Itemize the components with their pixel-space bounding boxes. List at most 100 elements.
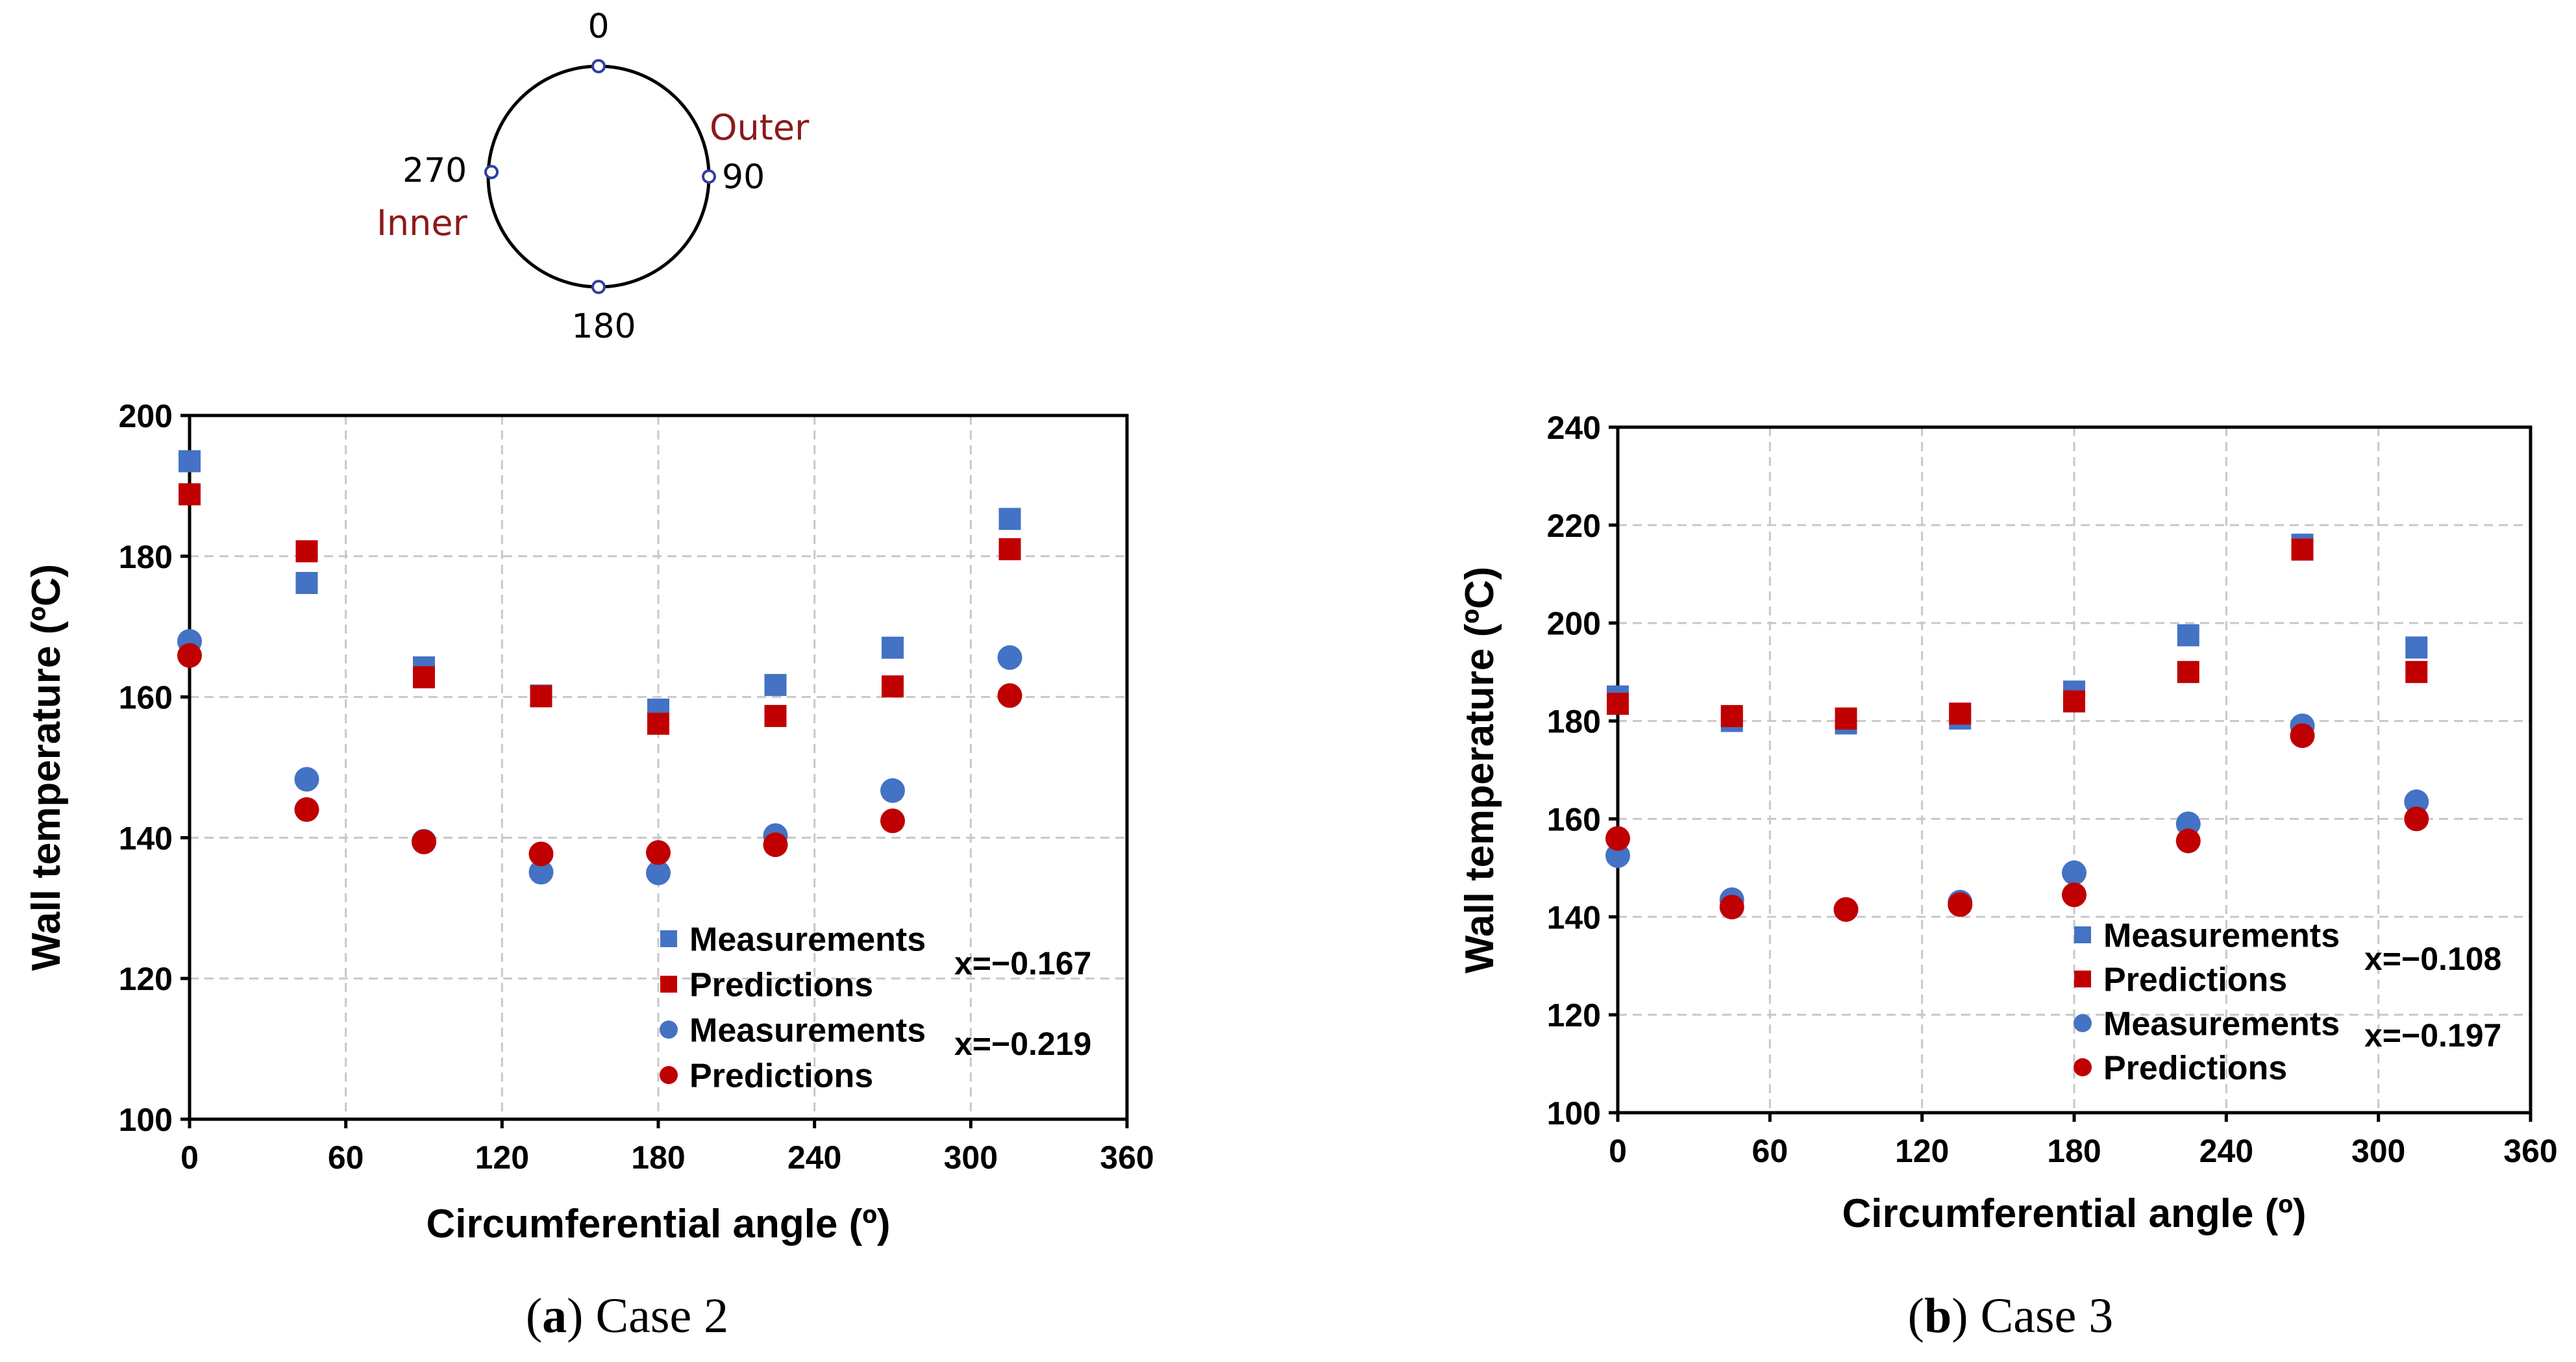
data-point-circle bbox=[2175, 811, 2201, 836]
data-point-square bbox=[530, 685, 552, 708]
series-2 bbox=[179, 483, 1021, 735]
data-point-circle bbox=[2404, 806, 2429, 832]
annotation-label: x=−0.167 bbox=[954, 945, 1091, 982]
data-point-circle bbox=[294, 767, 319, 792]
legend-label: Measurements bbox=[2103, 917, 2340, 955]
x-tick-label: 240 bbox=[787, 1139, 841, 1176]
data-point-square bbox=[179, 450, 201, 473]
series-4 bbox=[177, 643, 1022, 867]
y-tick-label: 140 bbox=[1547, 899, 1601, 935]
data-point-circle bbox=[1948, 892, 1973, 917]
caption-a: (a) Case 2 bbox=[526, 1289, 728, 1343]
x-tick-label: 180 bbox=[2047, 1133, 2101, 1169]
data-point-circle bbox=[528, 860, 554, 885]
chart-case-3: 100 120 140 160 180 200 220 240 0 60 120 180 240 300 3… bbox=[1457, 410, 2558, 1236]
x-tick-label: 240 bbox=[2199, 1133, 2253, 1169]
series-3 bbox=[177, 628, 1022, 885]
y-axis-label: Wall temperature (ºC) bbox=[24, 564, 69, 971]
caption-a-text: Case 2 bbox=[583, 1289, 728, 1343]
data-point-circle bbox=[1833, 897, 1859, 922]
x-tick-label: 300 bbox=[944, 1139, 998, 1176]
data-point-square bbox=[295, 540, 318, 563]
legend-marker-square bbox=[2074, 926, 2091, 943]
data-point-square bbox=[1835, 707, 1857, 730]
y-tick-label: 120 bbox=[119, 961, 173, 997]
legend-marker-square bbox=[660, 930, 677, 947]
legend-marker-circle bbox=[660, 1066, 678, 1084]
y-tick-label: 160 bbox=[119, 680, 173, 716]
x-tick-label: 360 bbox=[2503, 1133, 2557, 1169]
x-tick-label: 0 bbox=[180, 1139, 199, 1176]
data-point-square bbox=[764, 704, 787, 727]
y-tick-label: 100 bbox=[119, 1102, 173, 1138]
angle-label-180: 180 bbox=[571, 307, 636, 346]
inner-label: Inner bbox=[377, 203, 468, 243]
x-tick-label: 180 bbox=[631, 1139, 685, 1176]
data-point-square bbox=[2063, 690, 2085, 713]
x-tick-label: 300 bbox=[2351, 1133, 2405, 1169]
legend-label: Predictions bbox=[689, 967, 873, 1004]
angle-label-90: 90 bbox=[722, 158, 765, 197]
series-1 bbox=[1607, 534, 2428, 735]
annotation-label: x=−0.108 bbox=[2364, 941, 2501, 977]
data-point-circle bbox=[1719, 895, 1744, 920]
marker-180 bbox=[591, 280, 606, 294]
legend-marker-square bbox=[660, 976, 677, 993]
data-point-circle bbox=[880, 778, 905, 803]
data-point-square bbox=[2405, 636, 2428, 659]
y-tick-label: 120 bbox=[1547, 997, 1601, 1034]
caption-b-letter: b bbox=[1924, 1289, 1951, 1343]
x-tick-label: 60 bbox=[1752, 1133, 1789, 1169]
data-point-circle bbox=[1605, 843, 1630, 868]
gridlines bbox=[1618, 427, 2531, 1113]
x-tick-label: 0 bbox=[1609, 1133, 1627, 1169]
legend-label: Predictions bbox=[689, 1058, 873, 1095]
legend-label: Measurements bbox=[2103, 1006, 2340, 1043]
data-point-circle bbox=[528, 841, 554, 867]
legend-marker-circle bbox=[2074, 1014, 2092, 1032]
legend-label: Measurements bbox=[689, 921, 926, 959]
x-axis-label: Circumferential angle (º) bbox=[426, 1202, 890, 1246]
legend: Measurements Predictions Measurements Predi… bbox=[2074, 917, 2340, 1087]
y-tick-label: 240 bbox=[1547, 410, 1601, 446]
data-point-square bbox=[2291, 538, 2314, 561]
x-tick-label: 120 bbox=[475, 1139, 529, 1176]
data-point-circle bbox=[763, 832, 788, 858]
y-tick-label: 220 bbox=[1547, 508, 1601, 544]
data-point-square bbox=[998, 508, 1021, 530]
y-tick-label: 200 bbox=[1547, 606, 1601, 642]
data-point-circle bbox=[2062, 860, 2087, 885]
data-point-square bbox=[764, 674, 787, 697]
caption-b-text: Case 3 bbox=[1968, 1289, 2114, 1343]
data-point-circle bbox=[412, 829, 436, 854]
angle-label-270: 270 bbox=[402, 151, 467, 190]
data-point-square bbox=[2177, 624, 2199, 647]
data-point-square bbox=[1949, 702, 1972, 725]
y-tick-label: 140 bbox=[119, 820, 173, 856]
annotation-label: x=−0.219 bbox=[954, 1026, 1091, 1062]
gridlines bbox=[190, 415, 1127, 1119]
y-tick-label: 180 bbox=[119, 539, 173, 575]
legend-marker-circle bbox=[2074, 1058, 2092, 1076]
legend-label: Predictions bbox=[2103, 961, 2287, 999]
data-point-square bbox=[882, 636, 904, 659]
pipe-cross-section bbox=[486, 64, 711, 289]
angle-label-0: 0 bbox=[588, 7, 609, 46]
y-axis-label: Wall temperature (ºC) bbox=[1457, 567, 1502, 974]
y-tick-label: 200 bbox=[119, 398, 173, 434]
data-point-square bbox=[2405, 661, 2428, 684]
legend-label: Measurements bbox=[689, 1012, 926, 1050]
chart-case-2: 100 120 140 160 180 200 0 60 120 180 240 300 360 Circ… bbox=[24, 398, 1154, 1246]
outer-label: Outer bbox=[710, 107, 810, 148]
legend-marker-circle bbox=[660, 1021, 678, 1039]
data-point-circle bbox=[880, 808, 905, 834]
x-tick-label: 360 bbox=[1100, 1139, 1154, 1176]
data-point-circle bbox=[1605, 826, 1630, 851]
data-point-square bbox=[998, 538, 1021, 560]
annotation-label: x=−0.197 bbox=[2364, 1017, 2501, 1054]
data-point-circle bbox=[646, 860, 671, 885]
legend-label: Predictions bbox=[2103, 1050, 2287, 1087]
data-point-circle bbox=[646, 840, 671, 865]
data-point-circle bbox=[2175, 828, 2201, 854]
series-2 bbox=[1607, 538, 2428, 730]
